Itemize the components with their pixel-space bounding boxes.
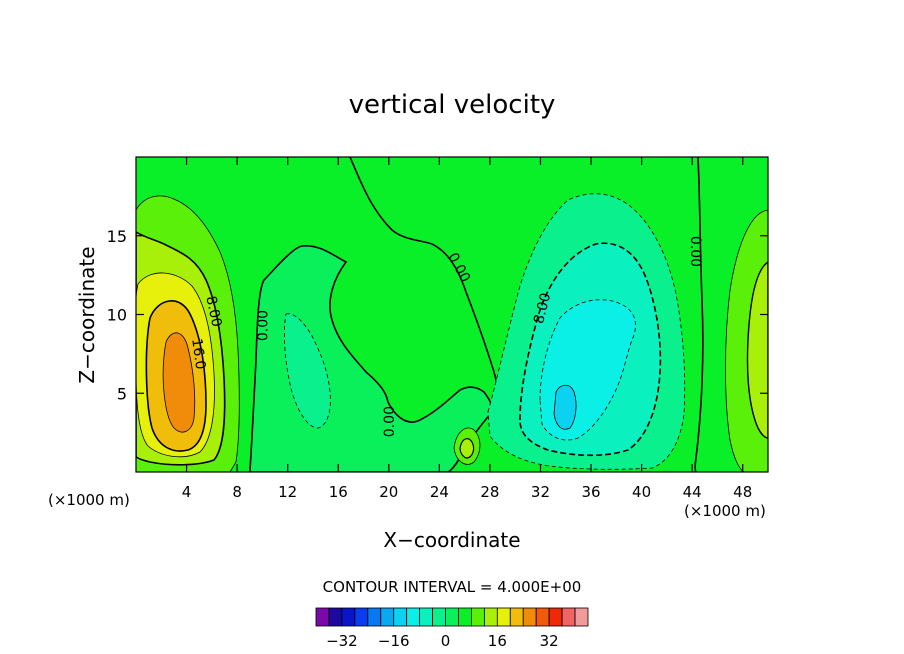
contour-label-5: 8.00 xyxy=(531,291,554,325)
colorbar-tick-label-4: 32 xyxy=(540,632,559,650)
y-tick-label-2: 15 xyxy=(107,227,127,246)
x-axis-ticks: 4 8 12 16 20 24 28 32 36 40 44 48 xyxy=(182,157,752,501)
x-tick-label-5: 24 xyxy=(430,483,449,501)
colorbar xyxy=(315,607,589,627)
updraft-right-band-8 xyxy=(746,261,768,439)
downdraft-right-core xyxy=(553,384,577,430)
zero-contour-central xyxy=(349,157,498,413)
colorbar-swatch-13 xyxy=(483,607,498,627)
x-tick-label-10: 44 xyxy=(683,483,702,501)
x-unit-right: (×1000 m) xyxy=(684,502,766,520)
colorbar-swatch-15 xyxy=(509,607,524,627)
updraft-left-band-20 xyxy=(162,332,196,433)
colorbar-swatch-6 xyxy=(393,607,408,627)
small-updraft-cell-inner xyxy=(459,438,475,459)
zero-contour-right xyxy=(694,157,704,472)
contour-label-2: 0.00 xyxy=(255,310,271,341)
colorbar-swatch-12 xyxy=(471,607,485,627)
contour-interval-text: CONTOUR INTERVAL = 4.000E+00 xyxy=(323,578,582,596)
colorbar-swatch-14 xyxy=(496,607,511,627)
y-axis-label: Z−coordinate xyxy=(75,246,99,383)
contour-label-3: 0.00 xyxy=(382,406,398,437)
colorbar-tick-label-2: 0 xyxy=(441,632,451,650)
colorbar-swatch-8 xyxy=(419,607,433,627)
colorbar-swatch-11 xyxy=(458,607,472,627)
colorbar-swatch-16 xyxy=(522,607,537,627)
colorbar-swatch-5 xyxy=(380,607,395,627)
x-tick-label-3: 16 xyxy=(329,483,348,501)
colorbar-tick-label-0: −32 xyxy=(326,632,358,650)
x-tick-label-9: 40 xyxy=(632,483,651,501)
colorbar-swatch-7 xyxy=(406,607,421,627)
colorbar-swatch-3 xyxy=(354,607,369,627)
x-unit-left: (×1000 m) xyxy=(48,491,130,509)
y-tick-label-0: 5 xyxy=(117,384,127,403)
x-tick-label-8: 36 xyxy=(581,483,600,501)
x-tick-label-2: 12 xyxy=(278,483,297,501)
downdraft-middle-band-4 xyxy=(284,313,331,429)
contour-label-6: 0.00 xyxy=(687,236,703,267)
contour-label-1: 16.0 xyxy=(188,337,208,370)
x-tick-label-0: 4 xyxy=(182,483,192,501)
colorbar-swatch-17 xyxy=(535,607,550,627)
colorbar-tick-label-3: 16 xyxy=(488,632,507,650)
x-tick-label-4: 20 xyxy=(379,483,398,501)
colorbar-swatch-0 xyxy=(315,607,330,627)
x-tick-label-1: 8 xyxy=(232,483,242,501)
colorbar-tick-label-1: −16 xyxy=(378,632,410,650)
colorbar-swatch-20 xyxy=(574,607,589,627)
x-axis-label: X−coordinate xyxy=(383,528,520,552)
chart-title: vertical velocity xyxy=(349,90,556,120)
colorbar-swatch-4 xyxy=(367,607,382,627)
colorbar-swatch-9 xyxy=(432,607,446,627)
x-tick-label-11: 48 xyxy=(733,483,752,501)
colorbar-swatch-2 xyxy=(341,607,356,627)
y-axis-ticks: 5 10 15 xyxy=(107,227,768,403)
colorbar-ticks: −32 −16 0 16 32 xyxy=(326,632,559,650)
y-tick-label-1: 10 xyxy=(107,306,127,325)
colorbar-swatch-18 xyxy=(548,607,563,627)
colorbar-swatch-10 xyxy=(445,607,459,627)
plot-area xyxy=(136,157,768,472)
colorbar-swatch-1 xyxy=(328,607,343,627)
x-tick-label-6: 28 xyxy=(480,483,499,501)
x-tick-label-7: 32 xyxy=(531,483,550,501)
contour-label-0: 8.00 xyxy=(202,295,224,329)
colorbar-swatch-19 xyxy=(561,607,576,627)
